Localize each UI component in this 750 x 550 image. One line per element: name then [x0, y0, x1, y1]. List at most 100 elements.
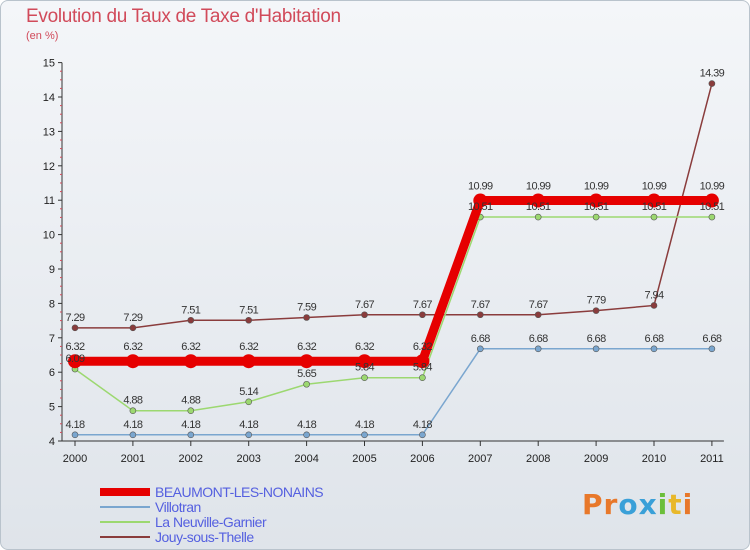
legend-item-jouy: Jouy-sous-Thelle: [100, 529, 420, 545]
data-point: [592, 307, 600, 314]
logo-letter: t: [668, 488, 683, 521]
data-point: [419, 431, 426, 439]
x-tick-label: 2004: [294, 453, 318, 465]
legend-label: BEAUMONT-LES-NONAINS: [155, 484, 324, 500]
y-tick-label: 9: [49, 264, 55, 276]
data-label: 4.18: [297, 419, 316, 431]
logo-letter: P: [582, 488, 604, 521]
legend: BEAUMONT-LES-NONAINS Villotran La Neuvil…: [100, 484, 420, 545]
legend-item-la-neuville: La Neuville-Garnier: [100, 514, 420, 530]
logo-letter: i: [657, 488, 669, 521]
data-label: 10.51: [584, 201, 609, 213]
y-tick-label: 14: [43, 92, 55, 104]
series-line: [75, 348, 712, 436]
x-tick-label: 2007: [468, 453, 492, 465]
data-point: [415, 354, 430, 369]
y-tick-label: 7: [49, 333, 55, 345]
data-point: [708, 80, 716, 87]
data-point: [534, 213, 542, 221]
y-tick-label: 11: [44, 195, 55, 207]
logo-letter: r: [603, 488, 619, 521]
data-label: 4.18: [181, 419, 200, 431]
data-label: 6.68: [644, 333, 663, 345]
data-label: 10.51: [468, 201, 493, 213]
legend-item-beaumont: BEAUMONT-LES-NONAINS: [100, 484, 420, 500]
x-tick-label: 2002: [179, 453, 203, 465]
data-label: 7.59: [297, 302, 316, 314]
data-point: [592, 213, 600, 221]
data-label: 4.88: [181, 395, 200, 407]
data-label: 4.18: [355, 419, 374, 431]
data-label: 10.99: [700, 181, 725, 193]
data-label: 4.18: [239, 419, 258, 431]
data-point: [361, 311, 368, 319]
legend-swatch: [100, 488, 150, 496]
y-tick-label: 15: [43, 58, 55, 70]
data-label: 7.94: [644, 289, 663, 301]
series-line: [75, 196, 712, 366]
data-label: 10.99: [468, 181, 493, 193]
data-label: 14.39: [700, 68, 725, 80]
data-label: 10.51: [700, 201, 725, 213]
data-point: [534, 345, 542, 353]
y-tick-label: 10: [43, 230, 55, 242]
data-point: [187, 407, 195, 415]
series-line: [74, 216, 712, 412]
data-point: [68, 354, 82, 369]
data-point: [183, 354, 198, 369]
y-tick-label: 13: [43, 126, 55, 138]
data-label: 4.88: [123, 395, 142, 407]
logo-letter: i: [682, 488, 694, 521]
logo-letter: x: [638, 488, 658, 521]
logo-letter: o: [618, 488, 639, 521]
data-point: [419, 311, 426, 319]
data-label: 4.18: [413, 419, 432, 431]
data-label: 7.67: [413, 299, 432, 311]
data-point: [650, 302, 658, 309]
legend-swatch: [100, 536, 150, 538]
y-tick-label: 4: [49, 436, 55, 448]
data-label: 5.65: [297, 368, 316, 380]
data-label: 10.51: [642, 201, 667, 213]
x-tick-label: 2009: [584, 453, 608, 465]
data-point: [357, 354, 372, 369]
data-label: 10.99: [526, 181, 551, 193]
legend-item-villotran: Villotran: [100, 499, 420, 515]
data-point: [129, 431, 137, 439]
data-point: [361, 431, 368, 439]
chart-subtitle: (en %): [26, 30, 59, 42]
data-label: 6.68: [529, 333, 548, 345]
data-point: [534, 311, 542, 319]
data-point: [592, 345, 600, 353]
data-label: 6.68: [587, 333, 606, 345]
data-label: 7.67: [355, 299, 374, 311]
data-label: 7.51: [239, 304, 258, 316]
data-point: [129, 407, 137, 415]
legend-label: Villotran: [155, 499, 201, 515]
data-point: [361, 374, 368, 382]
data-label: 6.32: [413, 341, 432, 353]
data-label: 5.14: [239, 386, 258, 398]
data-label: 6.32: [355, 341, 374, 353]
data-point: [303, 380, 310, 388]
data-point: [303, 314, 310, 321]
x-tick-label: 2005: [352, 453, 376, 465]
legend-label: La Neuville-Garnier: [155, 514, 267, 530]
x-tick-label: 2003: [236, 453, 260, 465]
data-label: 7.29: [123, 312, 142, 324]
data-label: 7.79: [587, 295, 606, 307]
data-label: 7.67: [529, 299, 548, 311]
data-point: [241, 354, 256, 369]
data-label: 7.29: [65, 312, 84, 324]
legend-swatch: [100, 521, 150, 523]
x-tick-label: 2000: [63, 453, 87, 465]
x-tick-label: 2001: [121, 453, 145, 465]
legend-swatch: [100, 506, 150, 508]
series-line: [75, 83, 713, 329]
x-tick-label: 2008: [526, 453, 550, 465]
y-tick-label: 5: [49, 402, 55, 414]
data-point: [650, 213, 658, 221]
data-point: [476, 345, 484, 353]
data-label: 6.68: [702, 333, 721, 345]
